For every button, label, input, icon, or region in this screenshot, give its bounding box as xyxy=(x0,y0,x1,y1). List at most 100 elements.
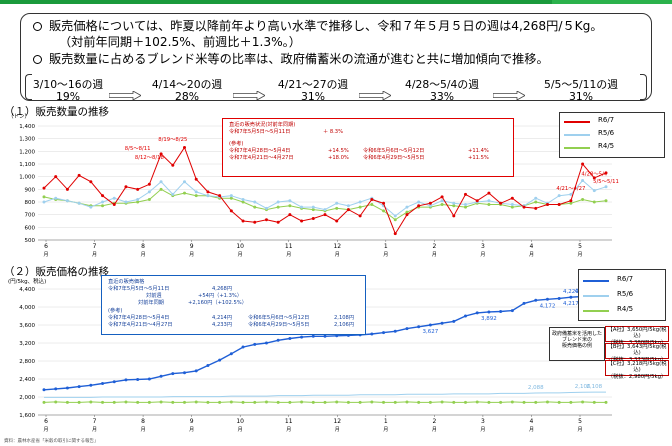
data-point xyxy=(581,400,585,404)
x-tick-unit: 月 xyxy=(383,252,388,258)
legend-label: R5/6 xyxy=(617,290,634,298)
price-box-period-value: 4,268円 xyxy=(212,286,233,292)
price-box-ref-2a: 令和7年4月21日〜4月27日 xyxy=(108,322,173,328)
data-point xyxy=(428,201,432,205)
x-tick-unit: 月 xyxy=(92,252,97,258)
data-point xyxy=(475,311,479,315)
data-point xyxy=(288,199,292,203)
data-point xyxy=(183,371,186,375)
data-point xyxy=(241,345,245,349)
data-point xyxy=(218,400,222,404)
data-point xyxy=(428,204,432,208)
data-point xyxy=(428,400,432,404)
y-tick-label: 1,100 xyxy=(19,162,35,168)
y-tick-label: 500 xyxy=(25,238,36,244)
data-point xyxy=(557,400,561,404)
y-tick-label: 1,300 xyxy=(19,137,35,143)
x-tick-label: 5 xyxy=(578,418,582,425)
top-accent-bar xyxy=(0,0,672,4)
legend-item-r5: R5/6 xyxy=(564,129,644,140)
data-point xyxy=(464,192,467,196)
data-point xyxy=(393,329,397,333)
annotation-label: 8/5〜8/11 xyxy=(125,146,151,152)
data-point xyxy=(159,180,163,184)
data-point xyxy=(581,197,585,201)
x-tick-label: 10 xyxy=(236,243,244,250)
data-point xyxy=(569,295,573,299)
week-value: 33% xyxy=(430,90,454,103)
data-point xyxy=(592,189,596,193)
week-ratio-item: 4/21〜27の週 31% xyxy=(271,79,355,103)
y-tick-label: 800 xyxy=(25,200,36,206)
store-a-price: 【A社】3,650円/5kg(税込)（税抜：3,380円/5kg） xyxy=(605,326,669,346)
x-tick-unit: 月 xyxy=(286,427,291,433)
data-point xyxy=(417,400,421,404)
data-point xyxy=(405,400,409,404)
qty-box-period-value: ＋ 8.3% xyxy=(323,129,344,135)
y-tick-label: 1,200 xyxy=(19,149,35,155)
legend-label: R5/6 xyxy=(598,129,615,137)
data-point xyxy=(264,341,268,345)
data-point xyxy=(428,323,432,327)
y-tick-label: 2,000 xyxy=(19,395,35,401)
data-point xyxy=(229,194,233,198)
price-box-ref-2c: 令和6年4月29日〜5月5日 xyxy=(248,322,310,328)
data-point xyxy=(440,199,444,203)
data-point xyxy=(112,196,116,200)
data-point xyxy=(136,187,140,191)
arrow-right-icon xyxy=(359,91,391,100)
x-tick-unit: 月 xyxy=(432,252,437,258)
qty-box-ref-1c: 令和6年5月6日〜5月12日 xyxy=(363,148,425,154)
week-label: 4/28〜5/4の週 xyxy=(404,78,479,91)
summary-line-price-text: 販売価格については、昨夏以降前年より高い水準で推移し、令和７年５月５日の週は4,… xyxy=(49,19,603,33)
data-point xyxy=(42,388,46,392)
x-tick-label: 5 xyxy=(578,243,582,250)
data-point xyxy=(604,199,608,203)
data-point xyxy=(335,219,339,223)
data-point xyxy=(311,216,315,220)
data-point xyxy=(487,310,491,314)
x-tick-label: 12 xyxy=(333,243,341,250)
legend-swatch xyxy=(564,147,590,149)
data-point xyxy=(77,201,81,205)
x-tick-unit: 月 xyxy=(141,252,146,258)
point-label: 2,106 xyxy=(575,384,591,390)
data-point xyxy=(54,400,58,404)
annotation-label: 8/12〜8/18 xyxy=(135,155,165,161)
data-point xyxy=(89,383,93,387)
data-point xyxy=(136,200,140,204)
week-value: 19% xyxy=(56,90,80,103)
data-point xyxy=(452,319,456,323)
data-point xyxy=(229,209,233,213)
annotation-label: 5/5〜5/11 xyxy=(593,179,619,185)
qty-box-ref-2c: 令和6年4月29日〜5月5日 xyxy=(363,155,425,161)
point-label: 2,088 xyxy=(528,385,544,391)
data-point xyxy=(569,199,573,203)
data-point xyxy=(54,196,58,200)
point-label: 3,892 xyxy=(481,316,497,322)
data-point xyxy=(358,205,362,209)
legend-label: R4/5 xyxy=(598,142,615,150)
x-tick-label: 12 xyxy=(333,418,341,425)
y-tick-label: 1,600 xyxy=(19,413,35,419)
data-point xyxy=(183,400,186,404)
store-b-price: 【B社】3,643円/5kg(税込)（税抜：3,373円/5kg） xyxy=(605,343,669,363)
y-tick-label: 700 xyxy=(25,213,36,219)
data-point xyxy=(171,163,175,167)
price-box-ref-1d: 2,108円 xyxy=(334,315,355,321)
legend-label: R6/7 xyxy=(617,275,634,283)
data-point xyxy=(124,200,128,204)
price-box-yoy: 対前年同期 xyxy=(138,300,164,306)
x-tick-unit: 月 xyxy=(480,252,485,258)
data-point xyxy=(89,205,93,209)
data-point xyxy=(370,197,374,201)
data-point xyxy=(112,400,116,404)
data-point xyxy=(335,400,339,404)
y-tick-label: 2,400 xyxy=(19,377,35,383)
data-point xyxy=(487,203,491,207)
circle-bullet-icon xyxy=(33,22,42,31)
data-point xyxy=(276,220,280,224)
data-point xyxy=(534,206,538,210)
summary-line-blend: 販売数量に占めるブレンド米等の比率は、政府備蓄米の流通が進むと共に増加傾向で推移… xyxy=(33,52,549,66)
summary-line-price: 販売価格については、昨夏以降前年より高い水準で推移し、令和７年５月５日の週は4,… xyxy=(33,19,603,33)
